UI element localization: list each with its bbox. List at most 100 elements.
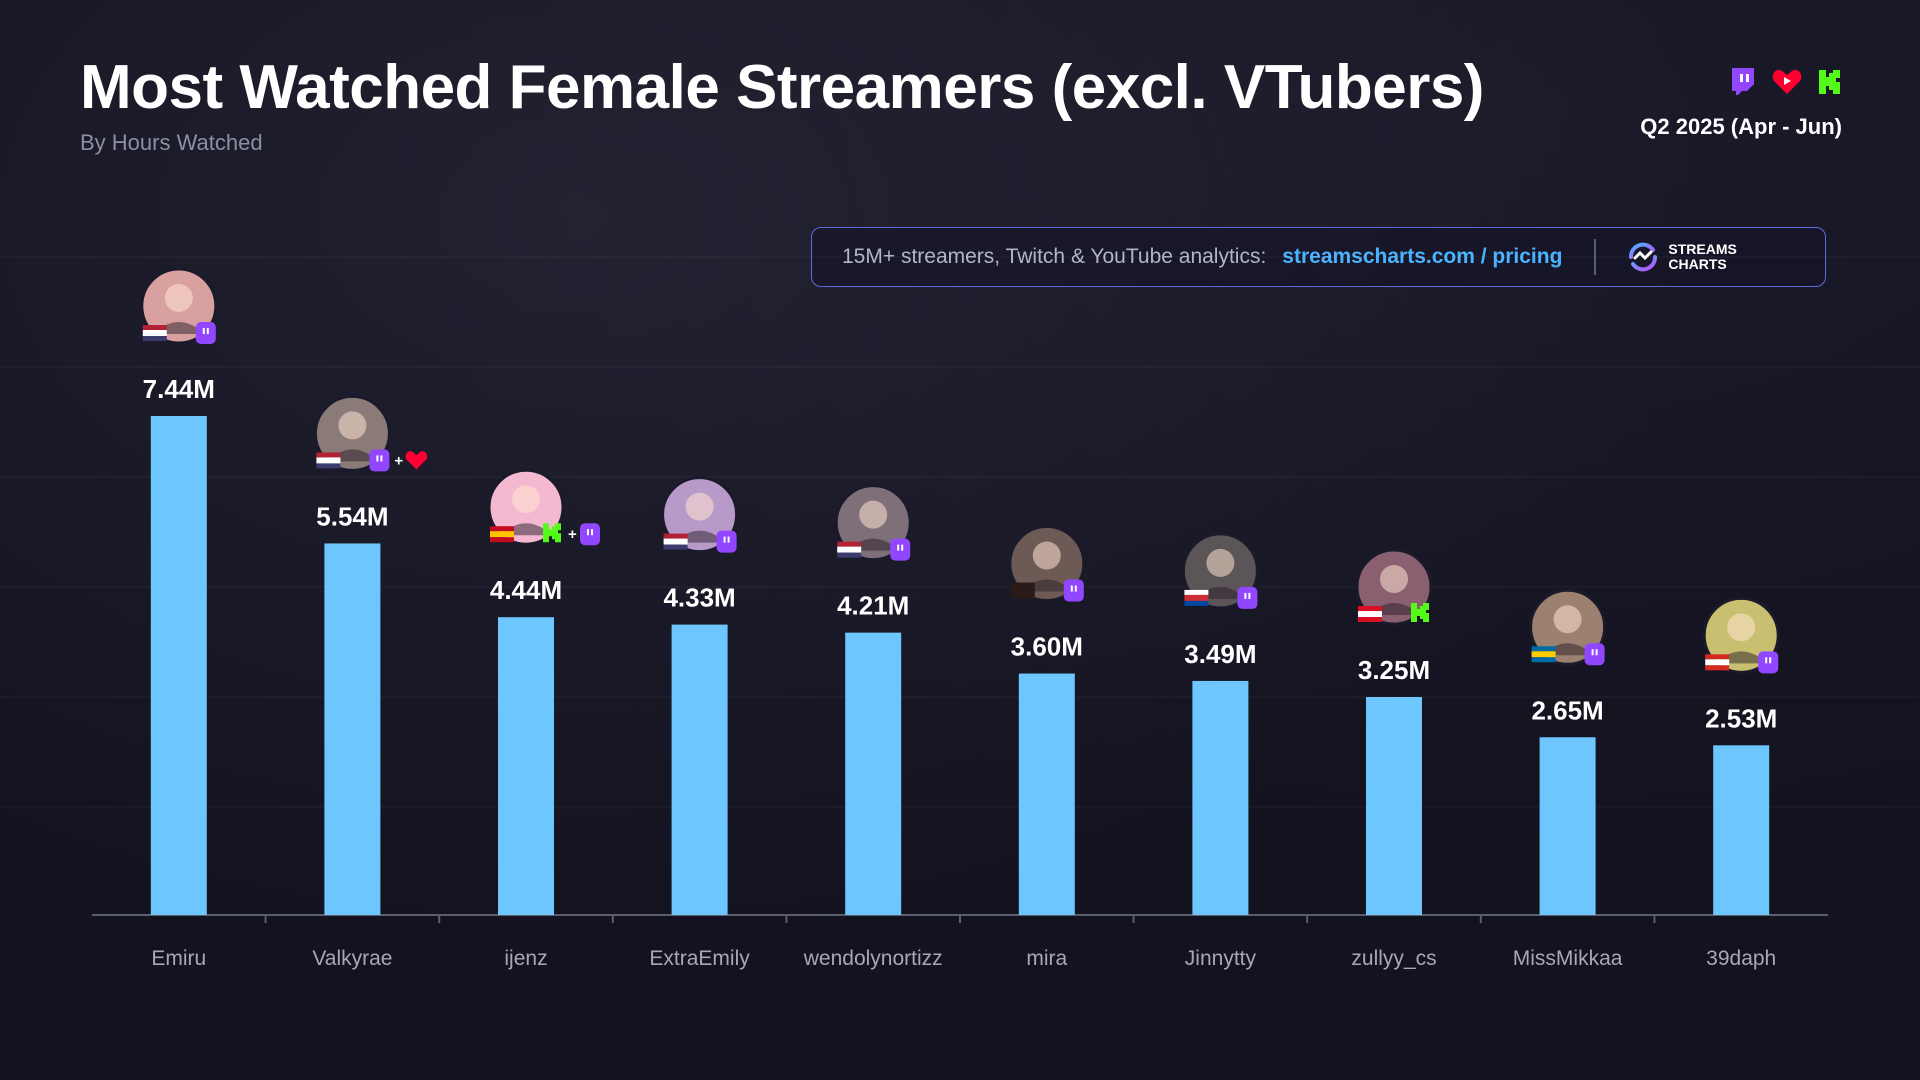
bar-ijenz [498, 617, 554, 915]
avatar-face [512, 485, 540, 514]
value-label: 2.53M [1705, 703, 1777, 733]
category-label: zullyy_cs [1351, 947, 1436, 970]
flag-icon [837, 541, 862, 547]
flag-icon [142, 325, 167, 330]
flag-icon-stripe [1358, 611, 1382, 618]
flag-icon-stripe [1705, 665, 1730, 671]
plus-sign: + [394, 452, 403, 469]
bar-zullyy_cs [1366, 697, 1422, 915]
value-label: 3.60M [1011, 632, 1083, 662]
twitch-badge-glyph [901, 544, 904, 551]
value-label: 4.21M [837, 591, 909, 621]
value-label: 4.33M [663, 583, 735, 613]
category-label: 39daph [1706, 947, 1776, 970]
bar-Jinnytty [1192, 680, 1249, 915]
twitch-icon [1732, 68, 1754, 95]
twitch-badge-glyph [1074, 585, 1077, 592]
twitch-badge-glyph [587, 529, 589, 536]
twitch-badge-glyph [202, 328, 205, 334]
category-label: wendolynortizz [803, 947, 943, 970]
flag-icon-stripe [316, 457, 341, 464]
flag-icon-stripe [663, 538, 688, 545]
avatar-face [1032, 541, 1061, 570]
flag-icon [1010, 582, 1035, 599]
bar-ExtraEmily [671, 624, 728, 915]
value-label: 3.25M [1358, 655, 1430, 685]
plus-sign: + [568, 526, 577, 543]
flag-icon-stripe [316, 463, 341, 469]
flag-icon-stripe [1531, 651, 1556, 658]
flag-icon [490, 526, 514, 532]
twitch-badge-icon [1584, 643, 1605, 666]
twitch-badge-icon [890, 538, 911, 561]
value-label: 5.54M [316, 501, 388, 531]
flag-icon-stripe [663, 544, 688, 550]
twitch-badge-glyph [1070, 585, 1073, 592]
avatar-face [1206, 548, 1235, 577]
bar-39daph [1713, 745, 1770, 915]
flag-icon-stripe [490, 537, 514, 543]
twitch-badge-icon [1237, 586, 1258, 609]
twitch-badge-glyph [1769, 657, 1772, 664]
avatar-face [1553, 605, 1582, 634]
bar-Emiru [150, 416, 207, 915]
twitch-badge-icon [580, 523, 600, 546]
platform-icons [1730, 68, 1842, 96]
logo-line1: STREAMS [1668, 241, 1737, 257]
category-label: mira [1026, 947, 1067, 970]
value-label: 7.44M [143, 374, 215, 404]
bar-wendolynortizz [845, 632, 902, 915]
value-label: 2.65M [1531, 695, 1603, 725]
youtube-heart-icon [1772, 69, 1802, 94]
youtube-badge-icon [405, 451, 428, 470]
flag-icon-stripe [142, 330, 167, 336]
twitch-badge-icon [195, 322, 216, 344]
category-label: ExtraEmily [649, 947, 750, 970]
twitch-badge-glyph [1591, 649, 1594, 656]
flag-icon [1705, 654, 1730, 660]
bar-MissMikkaa [1539, 737, 1596, 915]
twitch-badge-glyph [376, 455, 379, 462]
kick-icon [1819, 70, 1840, 94]
category-label: Valkyrae [312, 947, 392, 970]
twitch-badge-icon [1758, 651, 1779, 674]
twitch-badge-glyph [1244, 592, 1247, 599]
twitch-badge-icon [716, 530, 737, 553]
streams-charts-logo-icon [1629, 242, 1658, 272]
category-label: ijenz [504, 947, 547, 970]
logo-line2: CHARTS [1668, 256, 1727, 272]
category-label: Jinnytty [1185, 947, 1257, 970]
promo-link[interactable]: streamscharts.com / pricing [1282, 245, 1563, 268]
flag-icon [1531, 646, 1556, 652]
category-label: Emiru [151, 947, 206, 970]
flag-icon [316, 452, 341, 458]
twitch-badge-glyph [1765, 657, 1768, 664]
avatar-face [338, 411, 367, 440]
bar-mira [1018, 673, 1075, 915]
streams-charts-logo[interactable]: STREAMS CHARTS [1626, 240, 1737, 274]
kick-badge-icon [543, 523, 561, 543]
flag-icon-stripe [1531, 657, 1556, 663]
flag-icon [1358, 606, 1382, 612]
avatar-face [859, 500, 888, 529]
twitch-badge-glyph [723, 536, 726, 543]
flag-icon-stripe [1184, 594, 1209, 601]
value-label: 3.49M [1184, 639, 1256, 669]
category-label: MissMikkaa [1513, 947, 1623, 970]
twitch-badge-glyph [1248, 592, 1251, 599]
promo-banner[interactable]: 15M+ streamers, Twitch & YouTube analyti… [811, 227, 1826, 287]
chart-title: Most Watched Female Streamers (excl. VTu… [80, 53, 1484, 122]
bar-Valkyrae [324, 543, 381, 915]
avatar-face [164, 284, 193, 312]
chart-subtitle: By Hours Watched [80, 130, 263, 155]
twitch-badge-glyph [1595, 649, 1598, 656]
flag-icon [1184, 589, 1209, 595]
twitch-badge-icon [1063, 579, 1084, 602]
avatar-face [685, 492, 714, 521]
avatar-face [1380, 565, 1408, 594]
kick-badge-icon [1411, 603, 1429, 623]
value-label: 4.44M [490, 575, 562, 605]
promo-divider [1594, 239, 1597, 275]
